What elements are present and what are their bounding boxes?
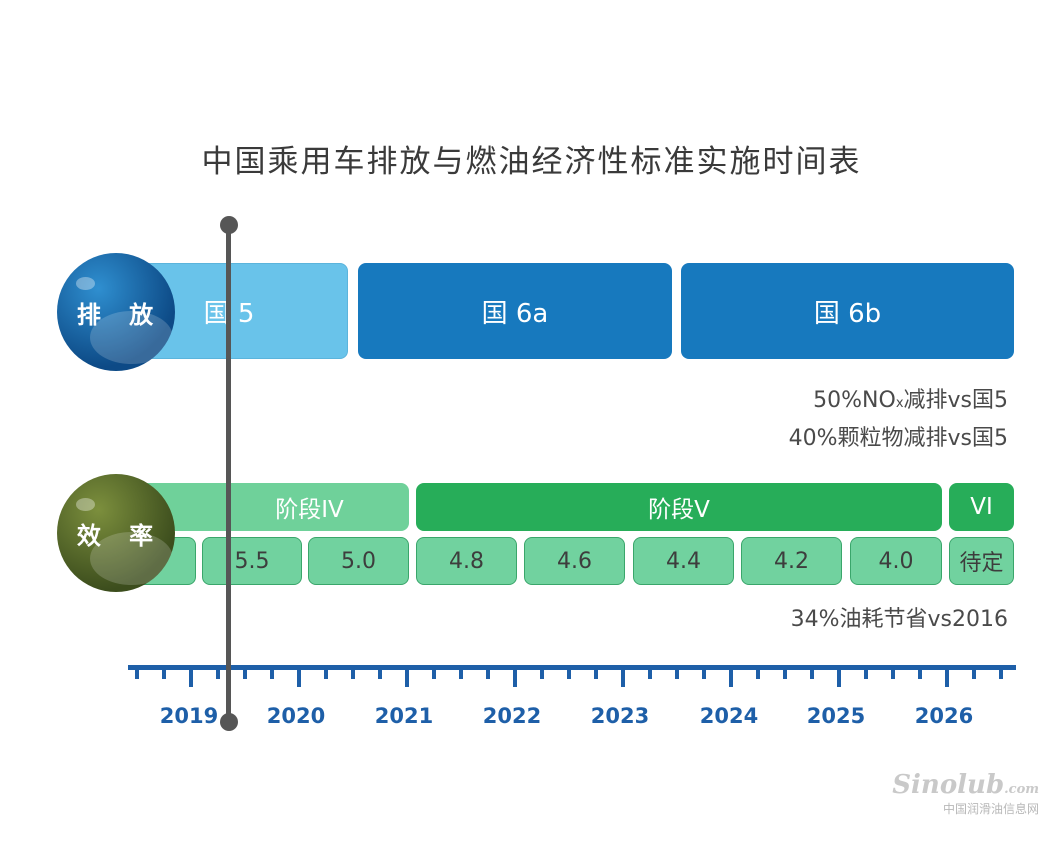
- efficiency-circle-label: 效 率: [76, 521, 164, 550]
- stage-v: 阶段V: [416, 483, 942, 531]
- year-label: 2019: [159, 704, 219, 728]
- year-label: 2025: [806, 704, 866, 728]
- axis-tick: [864, 667, 868, 679]
- note-nox: 50%NOx减排vs国5: [813, 388, 1008, 413]
- axis-tick: [918, 667, 922, 679]
- axis-tick: [405, 667, 409, 687]
- axis-tick: [162, 667, 166, 679]
- axis-tick: [216, 667, 220, 679]
- value-cell: 待定: [949, 537, 1014, 585]
- axis-tick: [567, 667, 571, 679]
- axis-tick: [297, 667, 301, 687]
- bar-guo6b: 国 6b: [681, 263, 1014, 359]
- watermark-domain: .com: [1004, 782, 1039, 797]
- axis-tick: [702, 667, 706, 679]
- axis-tick: [189, 667, 193, 687]
- note-fuel: 34%油耗节省vs2016: [790, 607, 1008, 632]
- bar-guo6a-label: 国 6a: [481, 298, 549, 329]
- axis-tick: [432, 667, 436, 679]
- axis-tick: [999, 667, 1003, 679]
- axis-tick: [324, 667, 328, 679]
- stage-vi: VI: [949, 483, 1014, 531]
- efficiency-circle: 效 率: [57, 474, 175, 592]
- axis-tick: [351, 667, 355, 679]
- note-pm: 40%颗粒物减排vs国5: [788, 426, 1008, 451]
- year-label: 2024: [699, 704, 759, 728]
- axis-tick: [594, 667, 598, 679]
- year-label: 2021: [374, 704, 434, 728]
- time-axis: [128, 665, 1016, 670]
- value-cell: 4.4: [633, 537, 734, 585]
- watermark-sub: 中国润滑油信息网: [942, 802, 1039, 816]
- axis-tick: [621, 667, 625, 687]
- axis-tick: [783, 667, 787, 679]
- stage-iv-label: 阶段IV: [275, 497, 344, 523]
- stage-v-label: 阶段V: [648, 497, 710, 523]
- emission-circle: 排 放: [57, 253, 175, 371]
- value-cell: 5.0: [308, 537, 409, 585]
- value-cell: 4.2: [741, 537, 842, 585]
- chart-title: 中国乘用车排放与燃油经济性标准实施时间表: [201, 144, 862, 180]
- axis-tick: [540, 667, 544, 679]
- axis-tick: [810, 667, 814, 679]
- watermark-mark: Sinolub: [892, 770, 1005, 800]
- year-label: 2023: [590, 704, 650, 728]
- current-time-marker: [226, 226, 231, 722]
- stage-iv: 阶段IV: [130, 483, 409, 531]
- axis-tick: [891, 667, 895, 679]
- axis-tick: [486, 667, 490, 679]
- axis-tick: [135, 667, 139, 679]
- year-label: 2026: [914, 704, 974, 728]
- marker-top-dot: [220, 216, 238, 234]
- year-label: 2022: [482, 704, 542, 728]
- watermark-logo: Sinolub.com 中国润滑油信息网: [892, 770, 1039, 817]
- axis-tick: [459, 667, 463, 679]
- marker-bottom-dot: [220, 713, 238, 731]
- bar-guo6a: 国 6a: [358, 263, 672, 359]
- axis-tick: [945, 667, 949, 687]
- axis-tick: [729, 667, 733, 687]
- bar-guo6b-label: 国 6b: [813, 298, 882, 329]
- stage-vi-label: VI: [970, 494, 993, 520]
- value-cell: 4.0: [850, 537, 942, 585]
- axis-tick: [972, 667, 976, 679]
- axis-tick: [648, 667, 652, 679]
- axis-tick: [756, 667, 760, 679]
- value-cell: 5.5: [202, 537, 302, 585]
- axis-tick: [837, 667, 841, 687]
- axis-tick: [378, 667, 382, 679]
- emission-circle-label: 排 放: [76, 300, 164, 329]
- axis-tick: [243, 667, 247, 679]
- year-label: 2020: [266, 704, 326, 728]
- axis-tick: [513, 667, 517, 687]
- axis-tick: [270, 667, 274, 679]
- value-cell: 4.8: [416, 537, 517, 585]
- axis-tick: [675, 667, 679, 679]
- value-cell: 4.6: [524, 537, 625, 585]
